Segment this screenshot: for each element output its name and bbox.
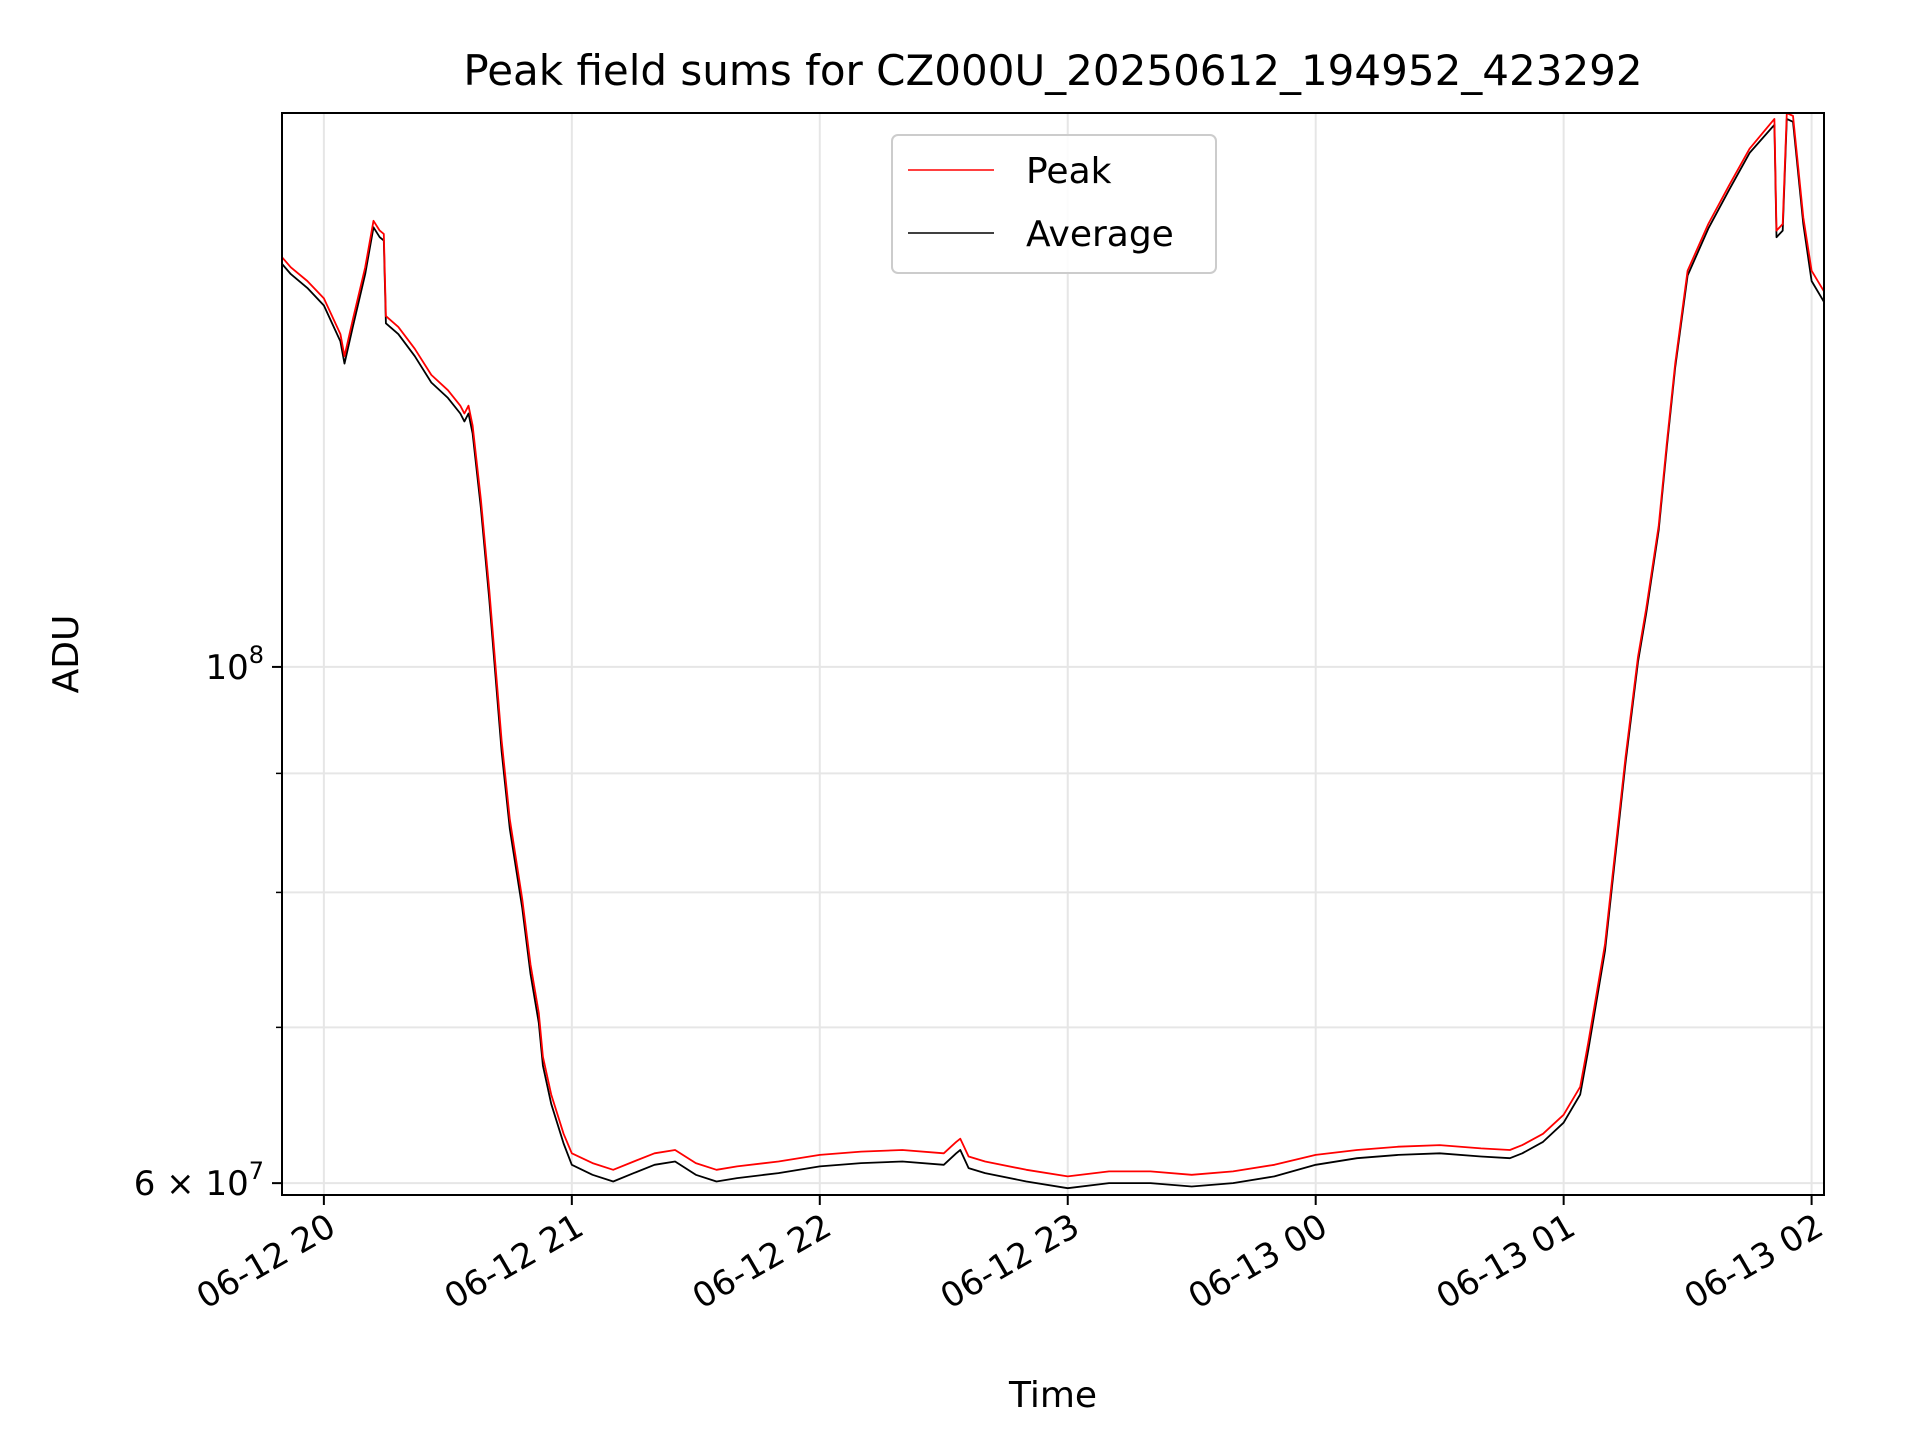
chart-title: Peak field sums for CZ000U_20250612_1949… — [463, 46, 1642, 95]
series-line-peak — [281, 112, 1825, 1178]
plot-frame — [281, 112, 1825, 1196]
plot-area — [282, 113, 1824, 1195]
legend: Peak Average — [891, 134, 1217, 274]
series-layer — [281, 112, 1825, 1190]
y-tick-label-base: 6 × 10 — [134, 1164, 249, 1204]
legend-label-average: Average — [1026, 214, 1174, 255]
legend-label-peak: Peak — [1026, 151, 1112, 192]
y-tick-label-exponent: 7 — [249, 1157, 264, 1185]
y-tick-label-base: 10 — [205, 648, 248, 688]
x-axis-label: Time — [1008, 1375, 1097, 1416]
y-axis-label: ADU — [46, 615, 87, 694]
y-axis: 108 6 × 107 — [134, 641, 282, 1204]
y-tick-label: 108 — [205, 641, 264, 688]
y-tick-label: 6 × 107 — [134, 1157, 264, 1204]
y-tick-label-exponent: 8 — [249, 641, 264, 669]
grid — [282, 113, 1824, 1195]
